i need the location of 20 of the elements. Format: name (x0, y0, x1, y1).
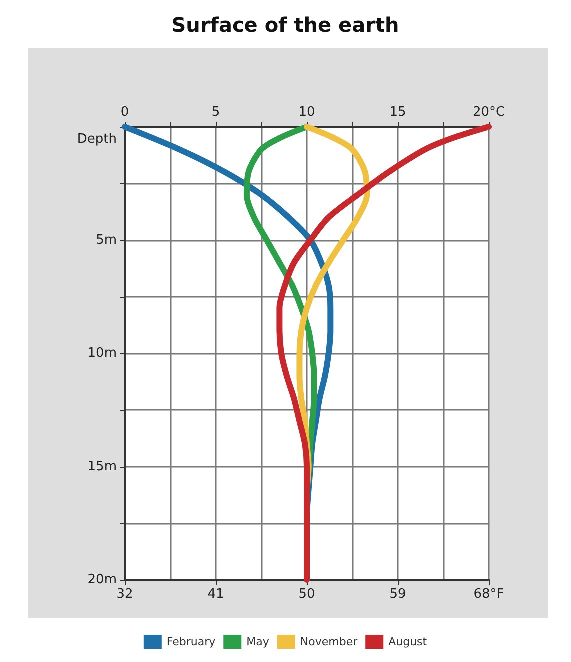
x-tick-label: 20°C (472, 105, 506, 120)
y-tick-label: 10m (88, 346, 117, 361)
legend-label: November (300, 636, 358, 648)
y-tick-label: 5m (96, 232, 117, 248)
y-tick-label: 20m (88, 572, 117, 588)
x2-tick-label: 32 (116, 587, 134, 602)
x-tick-label: 15 (390, 105, 406, 120)
x-tick-label: 10 (298, 105, 316, 120)
x-tick-label: 0 (120, 105, 130, 120)
chart-title: Surface of the earth (172, 13, 400, 37)
x2-tick-label: 68°F (474, 587, 504, 602)
legend-label: August (388, 636, 428, 648)
y-axis-title: Depth (77, 132, 117, 147)
x2-tick-label: 59 (390, 587, 406, 602)
x2-tick-label: 41 (208, 587, 224, 602)
x2-tick-label: 50 (298, 587, 316, 602)
y-tick-label: 15m (88, 459, 117, 474)
x-tick-label: 5 (212, 105, 220, 120)
legend-label: February (166, 636, 216, 648)
legend-label: May (246, 636, 270, 648)
